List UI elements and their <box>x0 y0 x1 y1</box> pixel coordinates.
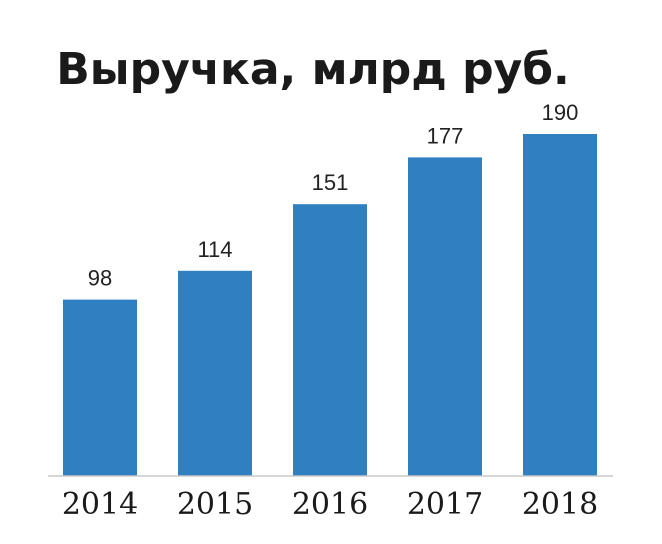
bar-2018 <box>523 134 597 476</box>
x-tick-labels-group: 2014 2015 2016 2017 2018 <box>62 487 598 522</box>
chart-title: Выручка, млрд руб. <box>56 44 569 95</box>
bars-group <box>63 134 597 476</box>
x-tick-label-2015: 2015 <box>177 487 253 522</box>
value-label-2018: 190 <box>542 100 579 125</box>
value-label-2015: 114 <box>197 237 232 262</box>
x-tick-label-2016: 2016 <box>292 487 368 522</box>
bar-2017 <box>408 157 482 476</box>
x-tick-label-2014: 2014 <box>62 487 138 522</box>
bar-2016 <box>293 204 367 476</box>
bar-2015 <box>178 270 252 476</box>
value-labels-group: 98 114 151 177 190 <box>88 100 579 291</box>
value-label-2017: 177 <box>427 123 464 148</box>
value-label-2014: 98 <box>88 266 112 291</box>
x-tick-label-2018: 2018 <box>522 487 598 522</box>
x-tick-label-2017: 2017 <box>407 487 483 522</box>
value-label-2016: 151 <box>312 170 349 195</box>
bar-2014 <box>63 299 137 476</box>
